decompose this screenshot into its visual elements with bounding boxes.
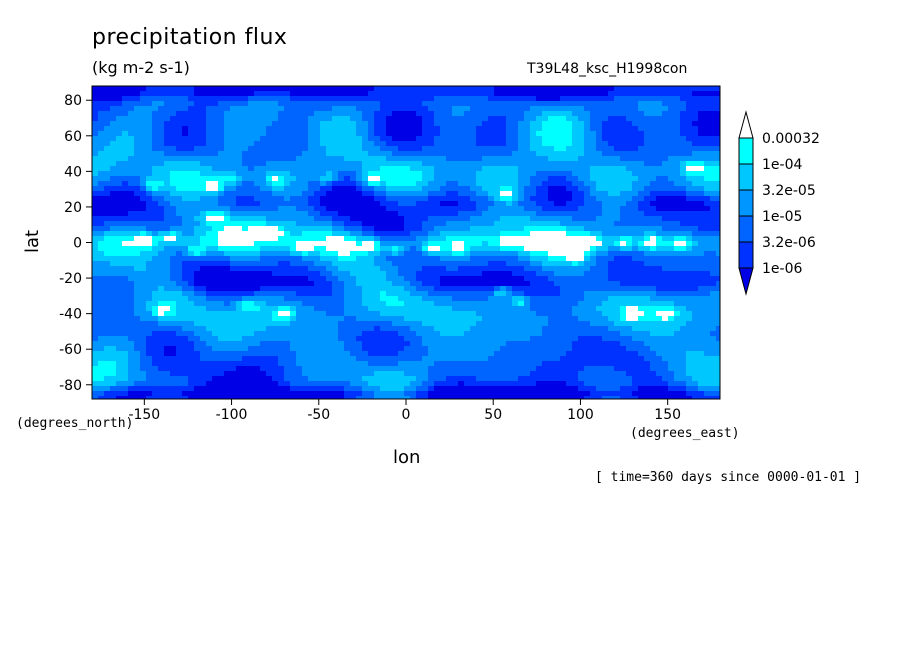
colorbar-segment xyxy=(738,189,754,217)
x-axis-label: lon xyxy=(393,447,421,468)
colorbar-level-label: 3.2e-05 xyxy=(762,183,816,199)
x-tick-label: -100 xyxy=(216,407,248,423)
colorbar-level-label: 0.00032 xyxy=(762,131,820,147)
colorbar-level-label: 1e-04 xyxy=(762,157,802,173)
y-tick-label: -40 xyxy=(59,307,82,323)
colorbar-segment xyxy=(738,163,754,191)
x-axis-units: (degrees_east) xyxy=(630,426,740,441)
x-tick-label: 50 xyxy=(484,407,502,423)
y-tick-label: -80 xyxy=(59,378,82,394)
colorbar-segment xyxy=(738,215,754,243)
y-tick-label: 0 xyxy=(73,236,82,252)
x-tick-label: 150 xyxy=(654,407,681,423)
x-tick-label: -150 xyxy=(128,407,160,423)
y-tick-label: -60 xyxy=(59,342,82,358)
colorbar-top-arrow xyxy=(738,110,754,139)
y-tick-label: 60 xyxy=(64,129,82,145)
colorbar-level-label: 1e-06 xyxy=(762,261,802,277)
colorbar-bottom-arrow xyxy=(738,267,754,296)
x-axis: -150 -100 -50 0 50 100 150 xyxy=(128,399,681,423)
colorbar-level-label: 3.2e-06 xyxy=(762,235,816,251)
y-tick-label: 20 xyxy=(64,200,82,216)
x-tick-label: -50 xyxy=(307,407,330,423)
y-axis: -80 -60 -40 -20 0 20 40 60 80 xyxy=(59,93,92,394)
run-label: T39L48_ksc_H1998con xyxy=(527,61,688,77)
colorbar: 0.00032 1e-04 3.2e-05 1e-05 3.2e-06 1e-06 xyxy=(738,110,820,296)
colorbar-segment xyxy=(738,137,754,165)
colorbar-level-label: 1e-05 xyxy=(762,209,802,225)
time-stamp: [ time=360 days since 0000-01-01 ] xyxy=(595,470,862,485)
y-tick-label: 40 xyxy=(64,164,82,180)
x-tick-label: 100 xyxy=(567,407,594,423)
colorbar-segment xyxy=(738,241,754,269)
chart-units: (kg m-2 s-1) xyxy=(92,58,190,77)
x-tick-label: 0 xyxy=(402,407,411,423)
precip-field xyxy=(92,86,720,399)
y-axis-units: (degrees_north) xyxy=(16,416,134,431)
y-tick-label: -20 xyxy=(59,271,82,287)
y-tick-label: 80 xyxy=(64,93,82,109)
chart-title: precipitation flux xyxy=(92,25,288,50)
